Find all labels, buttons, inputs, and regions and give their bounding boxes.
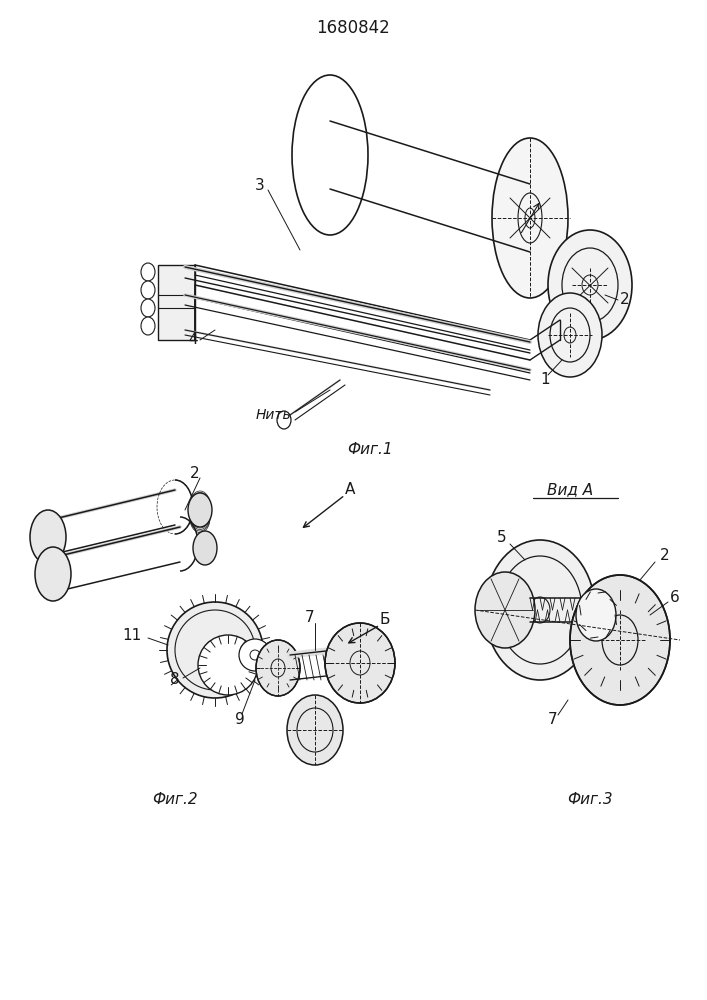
Ellipse shape xyxy=(256,640,300,696)
Text: 7: 7 xyxy=(305,610,315,626)
Text: 3: 3 xyxy=(255,178,265,192)
Ellipse shape xyxy=(141,299,155,317)
Text: 2: 2 xyxy=(660,548,670,562)
Ellipse shape xyxy=(538,293,602,377)
Text: 9: 9 xyxy=(235,712,245,728)
Text: Фиг.1: Фиг.1 xyxy=(347,442,393,458)
Text: 2: 2 xyxy=(620,292,630,308)
Ellipse shape xyxy=(167,602,263,698)
Polygon shape xyxy=(241,641,269,667)
Text: 8: 8 xyxy=(170,672,180,688)
Ellipse shape xyxy=(325,623,395,703)
Ellipse shape xyxy=(141,263,155,281)
Ellipse shape xyxy=(30,510,66,564)
Ellipse shape xyxy=(292,75,368,235)
Ellipse shape xyxy=(198,635,258,695)
Ellipse shape xyxy=(570,575,670,705)
Ellipse shape xyxy=(475,572,535,648)
FancyBboxPatch shape xyxy=(158,265,195,340)
Ellipse shape xyxy=(492,138,568,298)
Polygon shape xyxy=(515,205,535,225)
Text: Б: Б xyxy=(380,612,390,628)
Ellipse shape xyxy=(141,317,155,335)
Ellipse shape xyxy=(576,589,616,641)
Text: Вид А: Вид А xyxy=(547,483,593,497)
Ellipse shape xyxy=(193,531,217,565)
Ellipse shape xyxy=(548,230,632,340)
Ellipse shape xyxy=(141,281,155,299)
Text: 6: 6 xyxy=(670,590,680,605)
Text: 1680842: 1680842 xyxy=(316,19,390,37)
Text: 4: 4 xyxy=(188,332,198,348)
Text: Фиг.3: Фиг.3 xyxy=(567,792,613,808)
Ellipse shape xyxy=(188,493,212,527)
Text: 2: 2 xyxy=(190,466,200,481)
Text: 1: 1 xyxy=(540,372,550,387)
Ellipse shape xyxy=(35,547,71,601)
Ellipse shape xyxy=(485,540,595,680)
Text: 7: 7 xyxy=(548,712,558,728)
Ellipse shape xyxy=(239,639,271,671)
Text: 11: 11 xyxy=(122,628,141,643)
Text: А: А xyxy=(345,483,355,497)
Text: Фиг.2: Фиг.2 xyxy=(152,792,198,808)
Ellipse shape xyxy=(287,695,343,765)
Text: Нить: Нить xyxy=(255,408,291,422)
Text: 5: 5 xyxy=(497,530,507,546)
